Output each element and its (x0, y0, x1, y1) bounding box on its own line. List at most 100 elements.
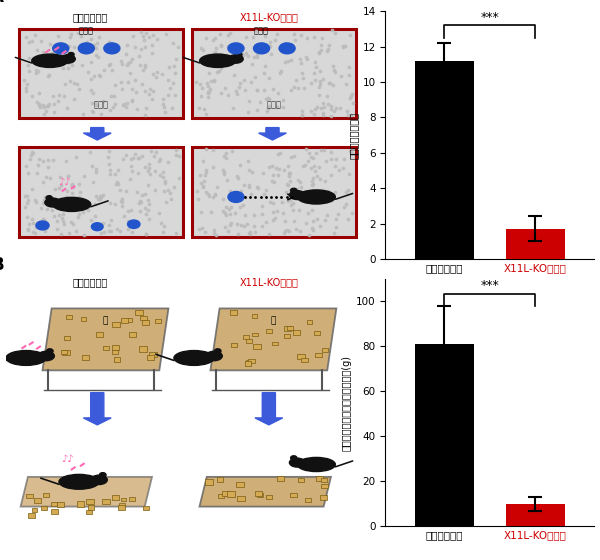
Point (253, 184, 262, 193)
Point (343, 215, 353, 224)
Point (329, 66, 339, 74)
Point (137, 45, 146, 54)
FancyBboxPatch shape (287, 326, 293, 330)
Point (65, 228, 74, 237)
Point (144, 200, 154, 209)
Point (81, 197, 91, 206)
Point (287, 201, 296, 210)
Point (316, 40, 326, 49)
Point (105, 165, 115, 174)
FancyBboxPatch shape (266, 496, 272, 500)
Point (329, 228, 339, 237)
Point (265, 41, 275, 50)
Point (236, 221, 246, 230)
Point (296, 30, 305, 39)
Point (33, 67, 43, 76)
Point (39, 216, 49, 225)
Point (252, 105, 262, 114)
Point (274, 88, 283, 97)
Point (280, 216, 289, 225)
Text: X11L-KOマウス: X11L-KOマウス (239, 277, 298, 287)
FancyBboxPatch shape (192, 147, 356, 236)
Point (298, 73, 308, 82)
Point (281, 187, 291, 196)
Point (55, 184, 64, 193)
Point (52, 224, 61, 233)
Point (159, 187, 169, 196)
Point (145, 85, 155, 94)
Point (323, 186, 332, 195)
Point (295, 178, 304, 186)
Point (148, 30, 157, 39)
Text: ♪♪: ♪♪ (61, 454, 73, 464)
FancyBboxPatch shape (19, 29, 183, 118)
Point (319, 102, 329, 111)
FancyBboxPatch shape (34, 498, 41, 502)
Point (275, 148, 284, 157)
Point (63, 64, 73, 73)
Point (194, 194, 203, 203)
Point (110, 100, 119, 109)
Point (128, 31, 138, 40)
Point (231, 188, 241, 197)
Point (209, 77, 219, 86)
Point (64, 41, 73, 50)
Point (325, 79, 334, 88)
Point (30, 228, 40, 237)
Point (297, 111, 307, 120)
Point (86, 57, 96, 66)
Point (232, 41, 241, 50)
Point (35, 100, 44, 109)
Point (122, 102, 131, 111)
Point (304, 230, 314, 239)
FancyBboxPatch shape (272, 342, 278, 346)
FancyBboxPatch shape (139, 347, 147, 352)
Point (70, 78, 79, 87)
Point (152, 34, 161, 43)
Point (95, 70, 104, 79)
Point (225, 29, 235, 38)
Point (347, 149, 357, 158)
Point (21, 32, 31, 41)
Point (106, 91, 116, 100)
Point (139, 35, 149, 44)
Polygon shape (20, 477, 152, 507)
Point (203, 87, 212, 96)
Point (340, 41, 350, 50)
Point (232, 220, 242, 228)
Point (143, 180, 152, 189)
Point (211, 47, 220, 56)
Point (27, 185, 37, 194)
Point (260, 31, 270, 40)
Point (85, 147, 95, 156)
FancyBboxPatch shape (277, 476, 284, 480)
Point (38, 48, 47, 57)
Point (306, 107, 316, 116)
Point (272, 103, 281, 112)
FancyBboxPatch shape (315, 353, 322, 357)
Point (79, 171, 89, 180)
Point (244, 181, 254, 190)
Circle shape (228, 192, 244, 202)
Point (46, 39, 55, 48)
Point (235, 78, 245, 87)
Point (116, 78, 126, 87)
Point (118, 195, 127, 204)
Point (76, 188, 85, 197)
Ellipse shape (236, 53, 242, 57)
Point (88, 178, 98, 186)
Point (63, 59, 73, 68)
Point (244, 96, 254, 105)
Point (155, 155, 165, 164)
Point (298, 110, 307, 119)
Point (113, 165, 122, 174)
Point (42, 101, 52, 110)
Point (134, 52, 144, 61)
Point (41, 223, 50, 232)
Point (158, 228, 167, 237)
Point (314, 162, 323, 171)
Point (338, 43, 348, 52)
Point (283, 179, 292, 188)
Point (335, 104, 345, 113)
FancyBboxPatch shape (112, 323, 120, 328)
